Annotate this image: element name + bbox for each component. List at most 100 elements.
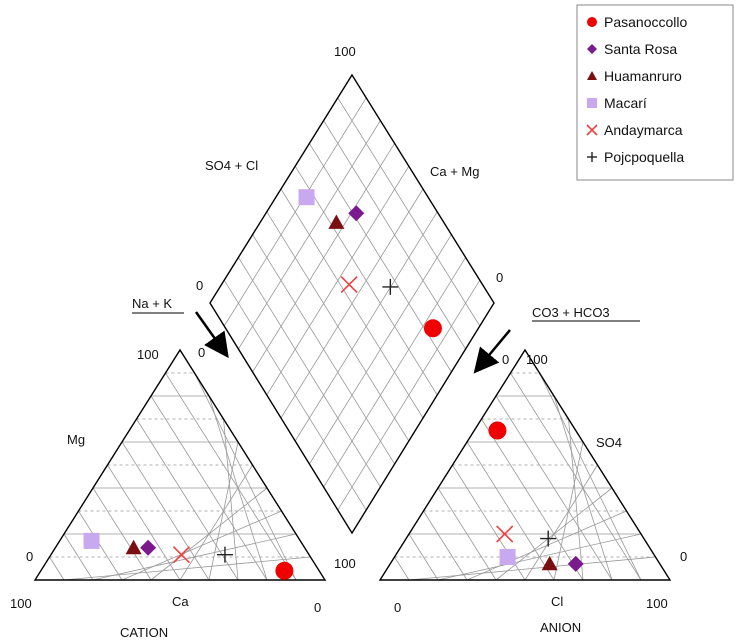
cation-grid-l — [78, 510, 123, 581]
anion-point-huamanruro — [541, 555, 558, 571]
diamond-right-inner-tick: 0 — [502, 352, 509, 367]
cation-grid-l — [49, 556, 65, 581]
na-k-label: Na + K — [132, 296, 172, 311]
anion-grid-l — [408, 533, 439, 581]
diamond-top-tick: 100 — [334, 44, 356, 59]
anion-grid-l — [437, 487, 497, 581]
legend-label-andaymarca: Andaymarca — [604, 122, 683, 138]
cation-point-andaymarca-stroke — [172, 546, 191, 564]
legend-label-santa-rosa: Santa Rosa — [604, 41, 677, 57]
legend-marker-pasanoccollo — [587, 17, 597, 27]
cl-label: Cl — [551, 594, 563, 609]
anion-outline — [378, 348, 672, 581]
legend-marker-huamanruro — [587, 71, 597, 80]
anion-grid-l — [423, 510, 468, 581]
cation-point-pojcpoquella — [216, 546, 233, 563]
legend-marker-macari — [587, 98, 597, 108]
anion-grid-l — [394, 556, 410, 581]
diamond-grid-a — [337, 97, 481, 327]
diamond-grid-b — [323, 257, 466, 488]
diamond-right-tick: 0 — [496, 270, 503, 285]
legend-label-pojcpoquella: Pojcpoquella — [604, 149, 684, 165]
cation-grid-l — [92, 487, 152, 581]
co3-hco3-arrow — [473, 329, 511, 374]
anion-grid-l — [466, 441, 555, 581]
anion-cl-0-tick: 0 — [394, 600, 401, 615]
cation-grid-l — [136, 418, 239, 581]
diamond-point-andaymarca-stroke — [340, 276, 358, 294]
anion-so4-100-tick: 100 — [526, 352, 548, 367]
diamond-point-santa-rosa — [348, 205, 365, 222]
diamond-grid-a — [294, 165, 438, 396]
ca-mg-label: Ca + Mg — [430, 164, 480, 179]
anion-grid-l — [481, 418, 584, 581]
legend-marker-andaymarca — [586, 124, 598, 136]
cation-grid-l — [107, 464, 181, 581]
anion-grid-l — [510, 372, 642, 581]
legend-label-huamanruro: Huamanruro — [604, 68, 682, 84]
cation-point-santa-rosa — [140, 539, 157, 556]
cation-ca-100-tick: 100 — [10, 596, 32, 611]
diamond-outline — [209, 73, 495, 535]
legend-label-macari: Macarí — [604, 95, 647, 111]
diamond-grid-b — [294, 211, 438, 442]
anion-so4-0-tick: 0 — [680, 549, 687, 564]
anion-cl-100-tick: 100 — [646, 596, 668, 611]
ca-label: Ca — [172, 594, 189, 609]
legend-marker-pojcpoquella — [587, 152, 597, 162]
cation-na-k-0-tick: 0 — [314, 600, 321, 615]
diamond-point-andaymarca — [340, 276, 358, 294]
cation-grid-l — [63, 533, 94, 581]
diamond-grid-b — [309, 234, 452, 465]
cation-point-macari — [83, 532, 100, 549]
diamond-grid-b — [337, 279, 481, 511]
diamond-point-pojcpoquella — [382, 278, 399, 295]
legend-box — [576, 4, 734, 181]
cation-point-pasanoccollo — [275, 561, 294, 580]
legend: Pasanoccollo Santa Rosa Huamanruro Macarí An… — [576, 4, 734, 181]
cation-point-andaymarca — [172, 546, 191, 564]
diamond-left-inner-tick: 0 — [198, 345, 205, 360]
anion-grid-l — [495, 395, 613, 581]
anion-grid-r — [524, 464, 598, 581]
diamond-point-macari — [298, 189, 315, 206]
diamond-point-pasanoccollo — [423, 319, 442, 338]
diamond-grid-b — [280, 188, 424, 419]
anion-point-santa-rosa — [567, 555, 584, 572]
co3-hco3-label: CO3 + HCO3 — [532, 305, 610, 320]
anion-grid-r — [539, 372, 642, 581]
mg-label: Mg — [67, 432, 85, 447]
diamond-bottom-tick: 100 — [334, 556, 356, 571]
cation-grid-l — [121, 441, 210, 581]
cation-mg-0-tick: 0 — [26, 549, 33, 564]
so4-label: SO4 — [596, 435, 622, 450]
anion-point-andaymarca-stroke — [496, 525, 514, 543]
cation-grid-l — [165, 372, 297, 581]
anion-point-pasanoccollo — [488, 421, 507, 440]
anion-point-andaymarca — [496, 525, 514, 543]
grid-layer — [49, 97, 656, 581]
anion-point-pojcpoquella — [540, 530, 557, 547]
anion-point-macari — [499, 549, 516, 565]
diamond-point-huamanruro — [328, 214, 345, 229]
legend-marker-santa-rosa — [587, 44, 597, 54]
anion-title: ANION — [540, 620, 581, 635]
cation-title: CATION — [120, 625, 168, 640]
diamond-grid-a — [323, 120, 466, 350]
na-k-arrow — [194, 311, 229, 359]
cation-grid-l — [150, 395, 268, 581]
points-layer — [83, 189, 584, 580]
cation-mg-100-tick: 100 — [137, 347, 159, 362]
cation-grid-r — [194, 372, 297, 581]
cation-point-huamanruro — [125, 539, 142, 555]
cation-outline — [33, 348, 327, 581]
outline-layer — [33, 73, 672, 581]
diamond-left-tick: 0 — [196, 278, 203, 293]
legend-label-pasanoccollo: Pasanoccollo — [604, 14, 687, 30]
cation-grid-r — [223, 418, 239, 581]
legend-marker-andaymarca-stroke — [586, 124, 598, 136]
cation-grid-r — [179, 464, 253, 581]
so4-cl-label: SO4 + Cl — [205, 158, 258, 173]
anion-grid-r — [568, 418, 584, 581]
